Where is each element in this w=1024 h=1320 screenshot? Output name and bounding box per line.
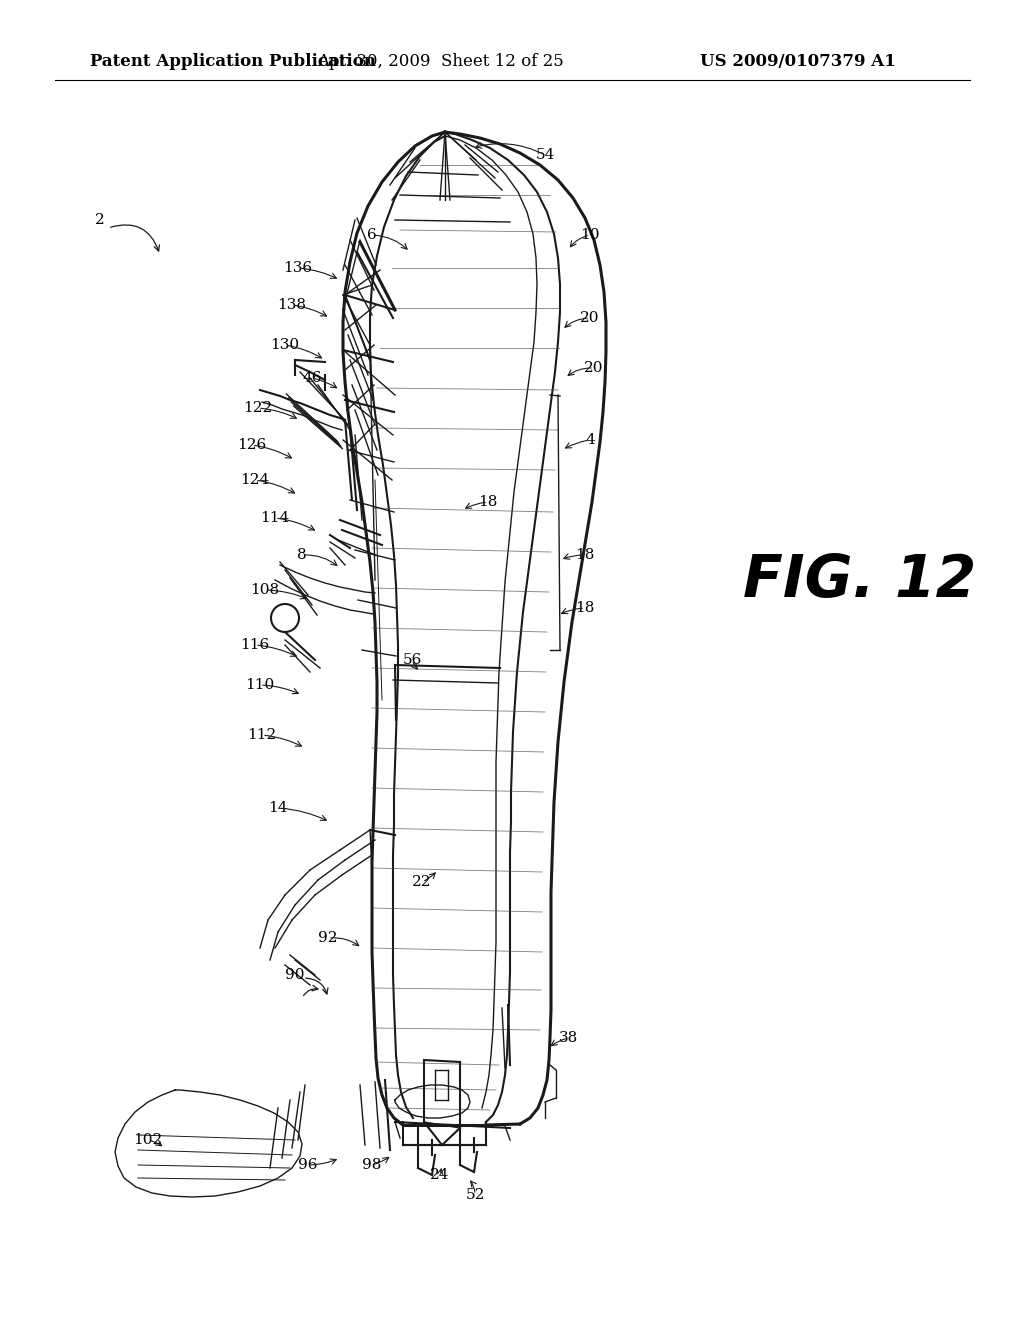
Text: 92: 92 bbox=[318, 931, 338, 945]
Text: 110: 110 bbox=[246, 678, 274, 692]
Text: 20: 20 bbox=[585, 360, 604, 375]
Text: Apr. 30, 2009  Sheet 12 of 25: Apr. 30, 2009 Sheet 12 of 25 bbox=[316, 54, 563, 70]
Text: 130: 130 bbox=[270, 338, 300, 352]
Text: 38: 38 bbox=[558, 1031, 578, 1045]
Text: 20: 20 bbox=[581, 312, 600, 325]
Text: 112: 112 bbox=[248, 729, 276, 742]
Text: 18: 18 bbox=[575, 548, 595, 562]
Text: 102: 102 bbox=[133, 1133, 163, 1147]
Text: 46: 46 bbox=[302, 371, 322, 385]
Text: 2: 2 bbox=[95, 213, 104, 227]
Text: 98: 98 bbox=[362, 1158, 382, 1172]
Text: 114: 114 bbox=[260, 511, 290, 525]
Text: 90: 90 bbox=[286, 968, 305, 982]
Text: 96: 96 bbox=[298, 1158, 317, 1172]
Text: FIG. 12: FIG. 12 bbox=[743, 552, 977, 609]
Text: 138: 138 bbox=[278, 298, 306, 312]
Text: 22: 22 bbox=[413, 875, 432, 888]
Text: 4: 4 bbox=[585, 433, 595, 447]
Text: 124: 124 bbox=[241, 473, 269, 487]
Text: 14: 14 bbox=[268, 801, 288, 814]
Text: 6: 6 bbox=[368, 228, 377, 242]
Text: Patent Application Publication: Patent Application Publication bbox=[90, 54, 376, 70]
Text: 10: 10 bbox=[581, 228, 600, 242]
Text: 54: 54 bbox=[536, 148, 555, 162]
Text: 18: 18 bbox=[478, 495, 498, 510]
Text: 108: 108 bbox=[251, 583, 280, 597]
Text: 122: 122 bbox=[244, 401, 272, 414]
Text: 18: 18 bbox=[575, 601, 595, 615]
Text: 8: 8 bbox=[297, 548, 307, 562]
Text: 116: 116 bbox=[241, 638, 269, 652]
Text: 126: 126 bbox=[238, 438, 266, 451]
Text: 136: 136 bbox=[284, 261, 312, 275]
Text: 56: 56 bbox=[402, 653, 422, 667]
Text: 52: 52 bbox=[465, 1188, 484, 1203]
Text: US 2009/0107379 A1: US 2009/0107379 A1 bbox=[700, 54, 896, 70]
Text: 24: 24 bbox=[430, 1168, 450, 1181]
